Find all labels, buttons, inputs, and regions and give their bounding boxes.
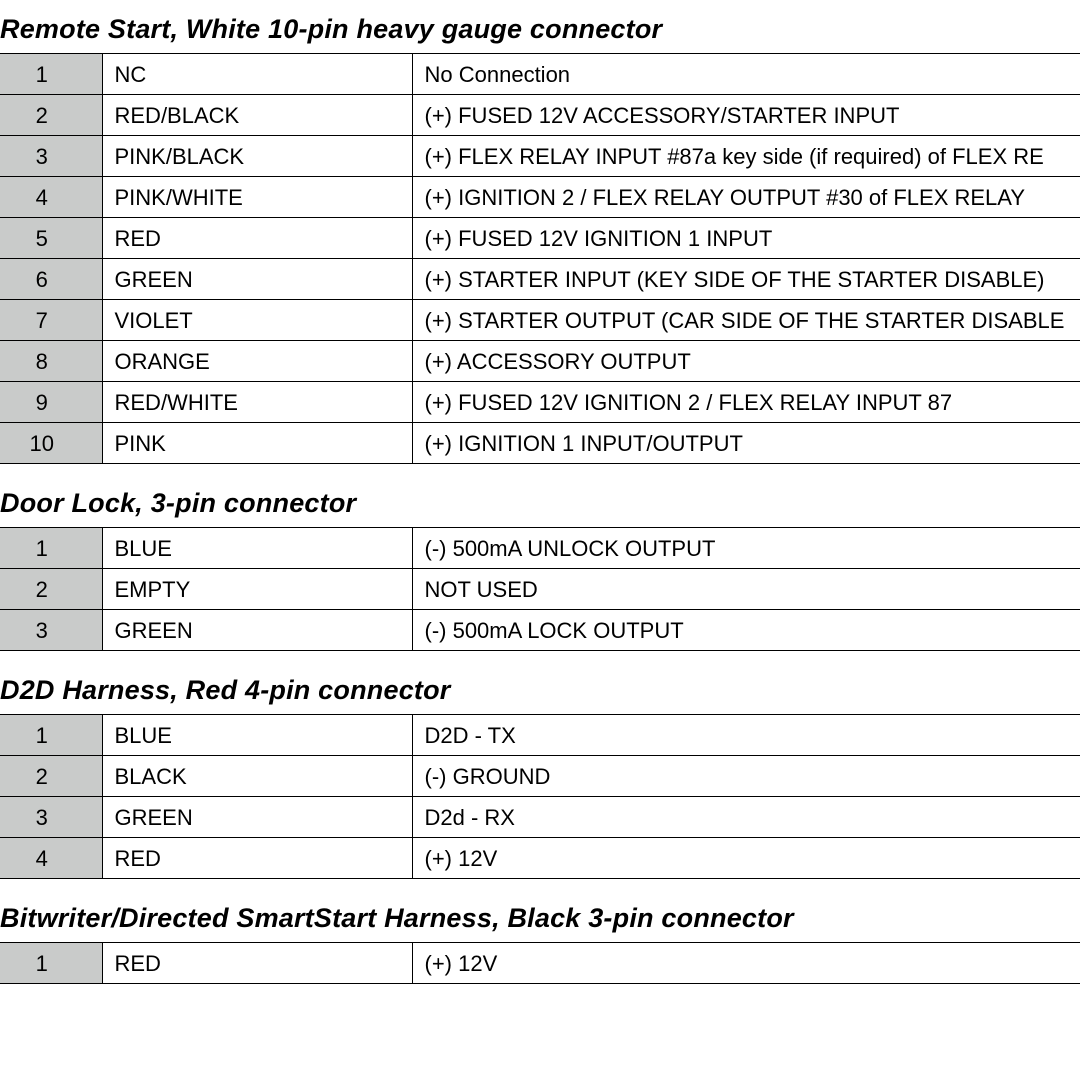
pin-cell: 5 bbox=[0, 218, 102, 259]
desc-cell: (+) IGNITION 1 INPUT/OUTPUT bbox=[412, 423, 1080, 464]
wire-cell: RED bbox=[102, 838, 412, 879]
pin-cell: 8 bbox=[0, 341, 102, 382]
table-row: 4PINK/WHITE(+) IGNITION 2 / FLEX RELAY O… bbox=[0, 177, 1080, 218]
table-row: 3GREEN(-) 500mA LOCK OUTPUT bbox=[0, 610, 1080, 651]
table-d2d: 1BLUED2D - TX 2BLACK(-) GROUND 3GREEND2d… bbox=[0, 714, 1080, 879]
table-row: 1RED(+) 12V bbox=[0, 943, 1080, 984]
table-row: 6GREEN(+) STARTER INPUT (KEY SIDE OF THE… bbox=[0, 259, 1080, 300]
table-bitwriter: 1RED(+) 12V bbox=[0, 942, 1080, 984]
pin-cell: 1 bbox=[0, 715, 102, 756]
table-row: 8ORANGE(+) ACCESSORY OUTPUT bbox=[0, 341, 1080, 382]
pin-cell: 4 bbox=[0, 177, 102, 218]
wire-cell: RED bbox=[102, 943, 412, 984]
pin-cell: 7 bbox=[0, 300, 102, 341]
table-row: 3PINK/BLACK(+) FLEX RELAY INPUT #87a key… bbox=[0, 136, 1080, 177]
desc-cell: (+) 12V bbox=[412, 838, 1080, 879]
table-row: 3GREEND2d - RX bbox=[0, 797, 1080, 838]
desc-cell: (+) STARTER INPUT (KEY SIDE OF THE START… bbox=[412, 259, 1080, 300]
desc-cell: D2d - RX bbox=[412, 797, 1080, 838]
wire-cell: RED/WHITE bbox=[102, 382, 412, 423]
desc-cell: (+) FLEX RELAY INPUT #87a key side (if r… bbox=[412, 136, 1080, 177]
table-row: 9RED/WHITE(+) FUSED 12V IGNITION 2 / FLE… bbox=[0, 382, 1080, 423]
wire-cell: EMPTY bbox=[102, 569, 412, 610]
wire-cell: GREEN bbox=[102, 610, 412, 651]
desc-cell: No Connection bbox=[412, 54, 1080, 95]
table-row: 5RED(+) FUSED 12V IGNITION 1 INPUT bbox=[0, 218, 1080, 259]
desc-cell: (+) FUSED 12V IGNITION 2 / FLEX RELAY IN… bbox=[412, 382, 1080, 423]
desc-cell: (-) 500mA LOCK OUTPUT bbox=[412, 610, 1080, 651]
pin-cell: 1 bbox=[0, 943, 102, 984]
wire-cell: ORANGE bbox=[102, 341, 412, 382]
pin-cell: 1 bbox=[0, 528, 102, 569]
wire-cell: BLUE bbox=[102, 528, 412, 569]
pin-cell: 3 bbox=[0, 610, 102, 651]
pin-cell: 10 bbox=[0, 423, 102, 464]
desc-cell: (+) 12V bbox=[412, 943, 1080, 984]
wiring-document: Remote Start, White 10-pin heavy gauge c… bbox=[0, 0, 1080, 984]
pin-cell: 2 bbox=[0, 569, 102, 610]
section-title-remote-start: Remote Start, White 10-pin heavy gauge c… bbox=[0, 0, 1080, 53]
desc-cell: (-) GROUND bbox=[412, 756, 1080, 797]
table-row: 2EMPTYNOT USED bbox=[0, 569, 1080, 610]
pin-cell: 2 bbox=[0, 756, 102, 797]
wire-cell: BLUE bbox=[102, 715, 412, 756]
section-title-door-lock: Door Lock, 3-pin connector bbox=[0, 474, 1080, 527]
desc-cell: (+) ACCESSORY OUTPUT bbox=[412, 341, 1080, 382]
section-title-d2d: D2D Harness, Red 4-pin connector bbox=[0, 661, 1080, 714]
section-title-bitwriter: Bitwriter/Directed SmartStart Harness, B… bbox=[0, 889, 1080, 942]
pin-cell: 4 bbox=[0, 838, 102, 879]
desc-cell: (+) STARTER OUTPUT (CAR SIDE OF THE STAR… bbox=[412, 300, 1080, 341]
wire-cell: PINK bbox=[102, 423, 412, 464]
wire-cell: GREEN bbox=[102, 259, 412, 300]
wire-cell: NC bbox=[102, 54, 412, 95]
wire-cell: PINK/BLACK bbox=[102, 136, 412, 177]
table-door-lock: 1BLUE(-) 500mA UNLOCK OUTPUT 2EMPTYNOT U… bbox=[0, 527, 1080, 651]
desc-cell: NOT USED bbox=[412, 569, 1080, 610]
desc-cell: (+) FUSED 12V IGNITION 1 INPUT bbox=[412, 218, 1080, 259]
wire-cell: GREEN bbox=[102, 797, 412, 838]
table-row: 1BLUE(-) 500mA UNLOCK OUTPUT bbox=[0, 528, 1080, 569]
table-row: 4RED(+) 12V bbox=[0, 838, 1080, 879]
table-row: 1NCNo Connection bbox=[0, 54, 1080, 95]
desc-cell: (-) 500mA UNLOCK OUTPUT bbox=[412, 528, 1080, 569]
desc-cell: (+) FUSED 12V ACCESSORY/STARTER INPUT bbox=[412, 95, 1080, 136]
table-remote-start: 1NCNo Connection 2RED/BLACK(+) FUSED 12V… bbox=[0, 53, 1080, 464]
wire-cell: RED bbox=[102, 218, 412, 259]
pin-cell: 3 bbox=[0, 797, 102, 838]
pin-cell: 6 bbox=[0, 259, 102, 300]
desc-cell: (+) IGNITION 2 / FLEX RELAY OUTPUT #30 o… bbox=[412, 177, 1080, 218]
pin-cell: 9 bbox=[0, 382, 102, 423]
wire-cell: RED/BLACK bbox=[102, 95, 412, 136]
table-row: 7VIOLET(+) STARTER OUTPUT (CAR SIDE OF T… bbox=[0, 300, 1080, 341]
wire-cell: PINK/WHITE bbox=[102, 177, 412, 218]
table-row: 2RED/BLACK(+) FUSED 12V ACCESSORY/STARTE… bbox=[0, 95, 1080, 136]
table-row: 1BLUED2D - TX bbox=[0, 715, 1080, 756]
table-row: 10PINK(+) IGNITION 1 INPUT/OUTPUT bbox=[0, 423, 1080, 464]
wire-cell: BLACK bbox=[102, 756, 412, 797]
table-row: 2BLACK(-) GROUND bbox=[0, 756, 1080, 797]
pin-cell: 1 bbox=[0, 54, 102, 95]
pin-cell: 2 bbox=[0, 95, 102, 136]
pin-cell: 3 bbox=[0, 136, 102, 177]
desc-cell: D2D - TX bbox=[412, 715, 1080, 756]
wire-cell: VIOLET bbox=[102, 300, 412, 341]
